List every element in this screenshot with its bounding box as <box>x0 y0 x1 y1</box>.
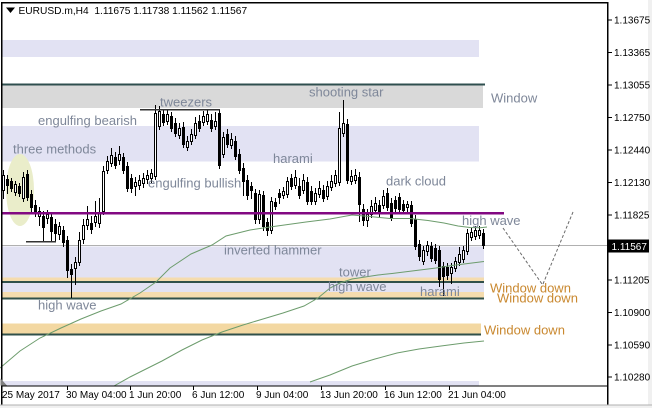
svg-text:6 Jun 12:00: 6 Jun 12:00 <box>192 390 245 401</box>
svg-text:9 Jun 04:00: 9 Jun 04:00 <box>256 390 309 401</box>
svg-text:Window down: Window down <box>484 323 565 338</box>
svg-text:engulfing bullish: engulfing bullish <box>148 176 241 191</box>
svg-text:1.11825: 1.11825 <box>614 211 650 222</box>
svg-text:dark cloud: dark cloud <box>386 174 446 189</box>
svg-text:Window: Window <box>491 91 538 106</box>
svg-text:1.12440: 1.12440 <box>614 146 651 157</box>
svg-text:shooting star: shooting star <box>309 85 384 100</box>
svg-text:21 Jun 04:00: 21 Jun 04:00 <box>448 390 506 401</box>
svg-text:high wave: high wave <box>328 279 387 294</box>
svg-text:1.10280: 1.10280 <box>614 373 651 384</box>
svg-text:1.10900: 1.10900 <box>614 308 651 319</box>
svg-text:engulfing bearish: engulfing bearish <box>38 113 137 128</box>
svg-text:1 Jun 20:00: 1 Jun 20:00 <box>129 390 182 401</box>
svg-text:13 Jun 20:00: 13 Jun 20:00 <box>320 390 378 401</box>
svg-text:EURUSD.m,H4 1.11675 1.11738 1: EURUSD.m,H4 1.11675 1.11738 1.11562 1.11… <box>19 6 248 17</box>
svg-text:25 May 2017: 25 May 2017 <box>2 390 60 401</box>
svg-text:1.12750: 1.12750 <box>614 113 651 124</box>
svg-text:1.12130: 1.12130 <box>614 178 651 189</box>
svg-text:16 Jun 12:00: 16 Jun 12:00 <box>384 390 442 401</box>
svg-text:Window down: Window down <box>490 281 571 296</box>
svg-text:1.11205: 1.11205 <box>614 276 650 287</box>
svg-text:tower: tower <box>339 265 371 280</box>
svg-text:30 May 04:00: 30 May 04:00 <box>66 390 127 401</box>
svg-text:Window down: Window down <box>497 291 578 306</box>
svg-text:three methods: three methods <box>13 142 97 157</box>
svg-text:1.11567: 1.11567 <box>612 242 648 253</box>
svg-text:high wave: high wave <box>38 298 97 313</box>
svg-text:high wave: high wave <box>462 213 521 228</box>
svg-text:1.13675: 1.13675 <box>614 16 651 27</box>
svg-text:harami: harami <box>420 284 460 299</box>
svg-text:inverted hammer: inverted hammer <box>224 243 322 258</box>
svg-text:1.13055: 1.13055 <box>614 81 651 92</box>
svg-text:1.13365: 1.13365 <box>614 48 651 59</box>
svg-text:tweezers: tweezers <box>160 95 213 110</box>
svg-text:harami: harami <box>273 151 313 166</box>
svg-text:1.10590: 1.10590 <box>614 341 651 352</box>
